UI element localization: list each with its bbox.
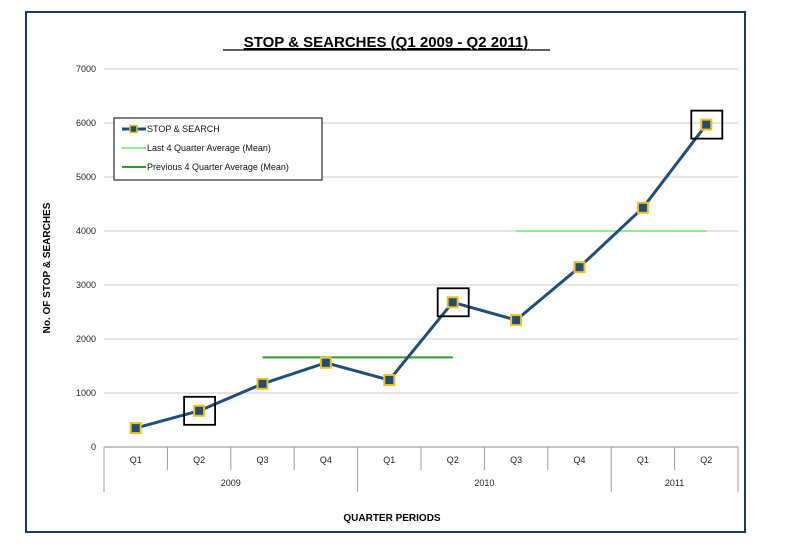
chart-title: STOP & SEARCHES (Q1 2009 - Q2 2011) [244,34,529,51]
legend-label: Last 4 Quarter Average (Mean) [147,143,271,153]
chart-frame [25,11,746,533]
x-tick-label: Q2 [447,455,459,465]
legend-label: STOP & SEARCH [147,124,220,134]
data-point [636,201,649,214]
year-label: 2009 [221,478,241,488]
year-label: 2011 [665,478,684,488]
y-tick-label: 7000 [76,64,96,74]
y-tick-label: 2000 [76,334,96,344]
x-tick-label: Q1 [130,455,142,465]
x-tick-label: Q2 [700,455,712,465]
legend: STOP & SEARCH Last 4 Quarter Average (Mea… [113,117,323,181]
x-tick-label: Q1 [637,455,649,465]
x-tick-label: Q4 [573,455,585,465]
data-point [256,377,269,390]
x-tick-label: Q3 [510,455,522,465]
highlight-boxes [183,109,724,426]
y-tick-label: 0 [91,442,96,452]
reference-lines [262,230,707,359]
x-tick-label: Q1 [383,455,395,465]
y-tick-label: 4000 [76,226,96,236]
legend-marker [129,124,138,134]
x-axis-title: QUARTER PERIODS [343,513,441,524]
highlight-box [436,287,470,318]
data-point [193,404,206,417]
highlight-box [183,395,217,426]
highlight-box [690,109,724,140]
data-point [446,296,459,309]
x-tick-label: Q4 [320,455,332,465]
y-tick-label: 1000 [76,388,96,398]
x-tick-label: Q3 [256,455,268,465]
y-axis-title: No. OF STOP & SEARCHES [42,202,53,333]
data-point [319,356,332,369]
y-tick-label: 5000 [76,172,96,182]
data-point [573,261,586,274]
y-tick-label: 6000 [76,118,96,128]
data-point [510,314,523,327]
y-tick-label: 3000 [76,280,96,290]
x-tick-label: Q2 [193,455,205,465]
legend-label: Previous 4 Quarter Average (Mean) [147,162,289,172]
y-tick-labels: 0 1000 2000 3000 4000 5000 6000 7000 [76,64,96,452]
data-point [383,374,396,387]
series-stop-and-search [129,118,713,435]
x-axis: Q1 Q2 Q3 Q4 Q1 Q2 Q3 Q4 Q1 Q2 2009 2010 2011 [103,447,739,492]
year-label: 2010 [474,478,494,488]
series-line [135,123,708,430]
legend-box [113,117,323,181]
data-point [700,118,713,131]
data-point [129,422,142,435]
